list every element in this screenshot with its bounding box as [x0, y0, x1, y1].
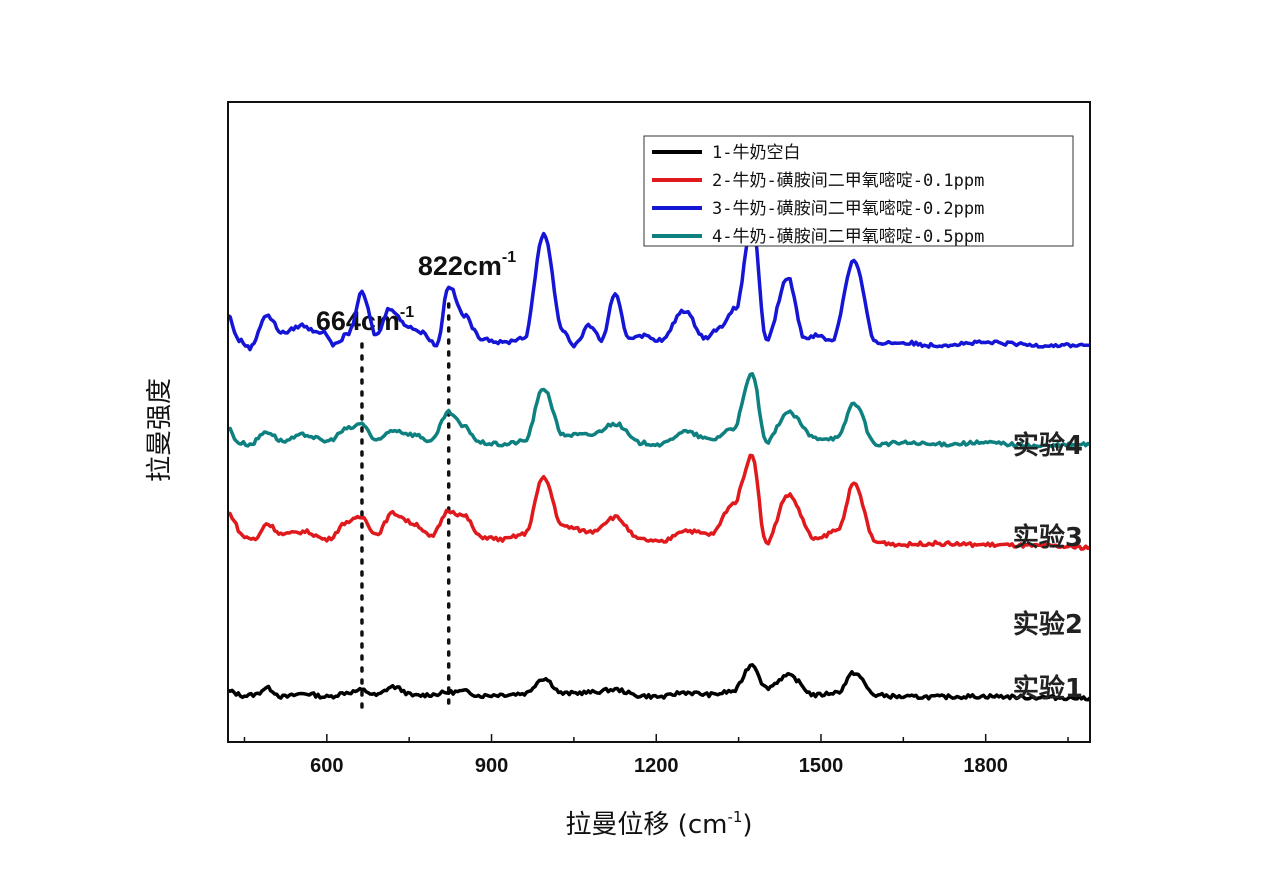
x-axis-title: 拉曼位移 (cm-1): [565, 808, 752, 840]
legend-entry: 4-牛奶-磺胺间二甲氧嘧啶-0.5ppm: [712, 227, 984, 247]
peak-label: 822cm-1: [418, 249, 516, 281]
series-line: [227, 372, 1091, 450]
curve-label: 实验4: [1013, 430, 1083, 461]
x-tick-label: 900: [475, 755, 508, 777]
legend-entry: 2-牛奶-磺胺间二甲氧嘧啶-0.1ppm: [712, 171, 984, 191]
plot-frame: [227, 101, 1091, 743]
curve-label: 实验3: [1013, 522, 1083, 553]
x-tick-label: 600: [310, 755, 343, 777]
curve-labels: 实验4 实验3 实验2 实验1: [1013, 430, 1083, 704]
legend-box: [643, 135, 1074, 247]
series-line: [227, 219, 1090, 352]
x-tick-label: 1500: [799, 755, 844, 777]
curve-label: 实验2: [1013, 609, 1083, 640]
x-tick-label: 1800: [963, 755, 1008, 777]
curve-label: 实验1: [1013, 673, 1083, 704]
legend: 1-牛奶空白 2-牛奶-磺胺间二甲氧嘧啶-0.1ppm 3-牛奶-磺胺间二甲氧嘧啶-…: [643, 135, 1074, 247]
x-axis-ticks: 600 900 1200 1500 1800: [243, 734, 1069, 777]
legend-entry: 3-牛奶-磺胺间二甲氧嘧啶-0.2ppm: [712, 199, 984, 219]
series-line: [227, 453, 1091, 551]
y-axis-title: 拉曼强度: [145, 378, 175, 482]
series-line: [227, 663, 1092, 702]
series-group: [227, 219, 1092, 702]
x-tick-label: 1200: [634, 755, 679, 777]
legend-entry: 1-牛奶空白: [712, 143, 800, 163]
